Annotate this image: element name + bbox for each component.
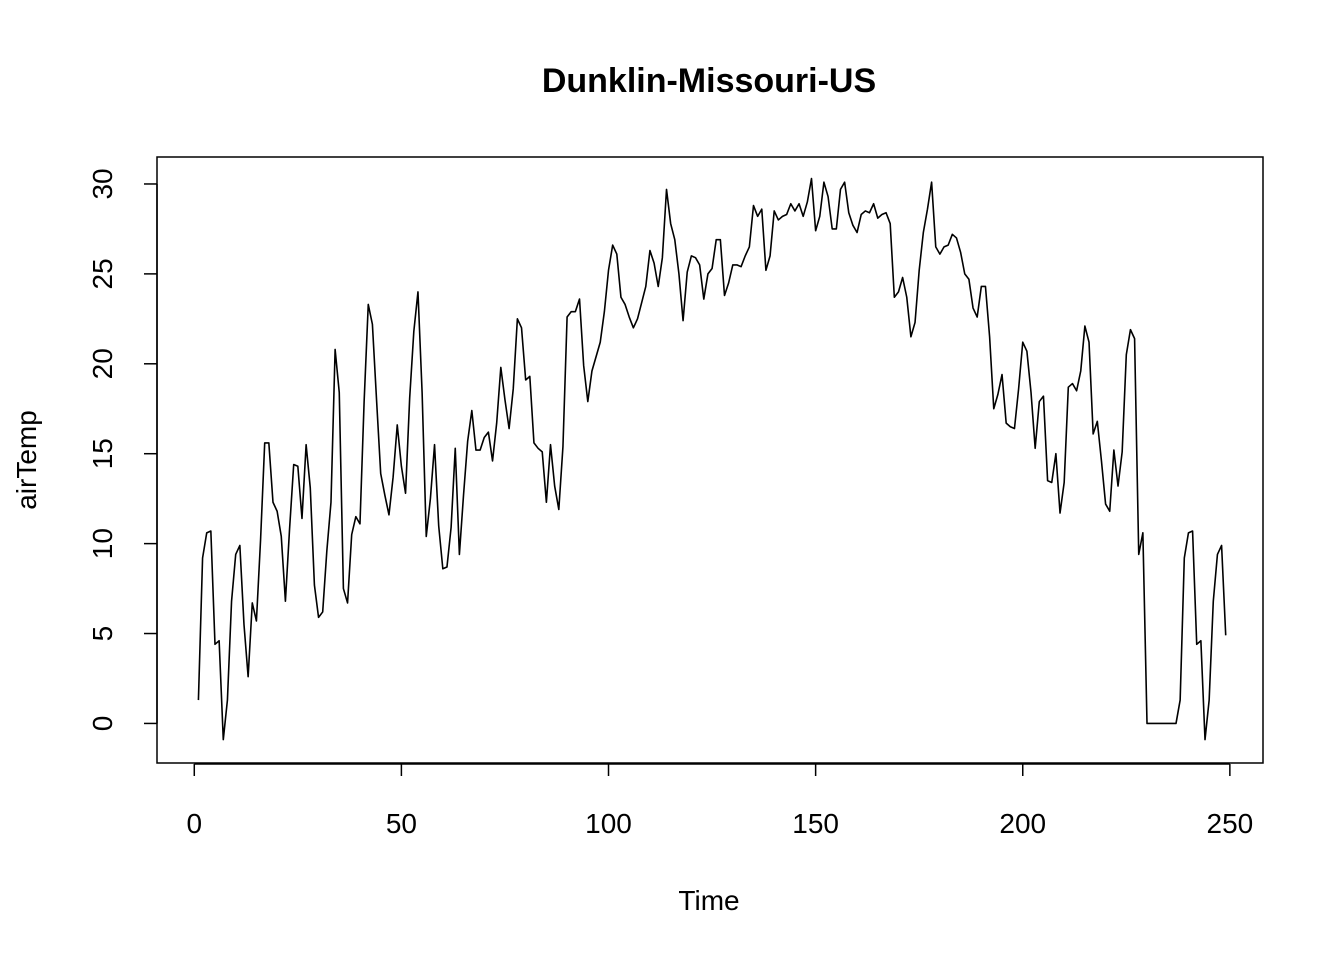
y-tick-label: 5 [87,626,118,642]
y-tick-label: 15 [87,438,118,469]
y-axis-label: airTemp [11,410,42,510]
x-tick-label: 50 [386,808,417,839]
plot-frame [156,156,1264,764]
data-points [197,177,1227,740]
x-tick-label: 250 [1207,808,1254,839]
x-tick-label: 0 [186,808,202,839]
y-tick-label: 10 [87,528,118,559]
x-axis: 0 50 100 150 200 250 [186,763,1254,839]
x-tick-label: 200 [999,808,1046,839]
x-axis-label: Time [678,885,739,916]
y-tick-label: 30 [87,168,118,199]
series-line [197,177,1227,741]
x-tick-label: 100 [585,808,632,839]
chart-title: Dunklin-Missouri-US [542,62,876,100]
y-tick-label: 25 [87,258,118,289]
y-tick-label: 0 [87,716,118,732]
y-tick-label: 20 [87,348,118,379]
x-tick-label: 150 [792,808,839,839]
y-axis: 0 5 10 15 20 25 30 [87,168,158,732]
